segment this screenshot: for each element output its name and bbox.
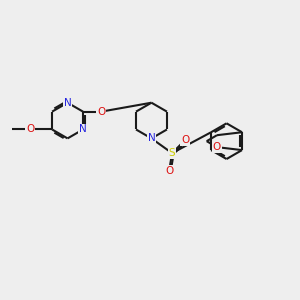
Text: N: N — [64, 98, 71, 108]
Text: S: S — [169, 148, 175, 158]
Text: N: N — [148, 134, 155, 143]
Text: O: O — [97, 106, 105, 117]
Text: O: O — [165, 166, 173, 176]
Text: O: O — [213, 142, 221, 152]
Text: O: O — [26, 124, 34, 134]
Text: N: N — [79, 124, 87, 134]
Text: O: O — [181, 135, 190, 145]
Text: O: O — [97, 106, 105, 117]
